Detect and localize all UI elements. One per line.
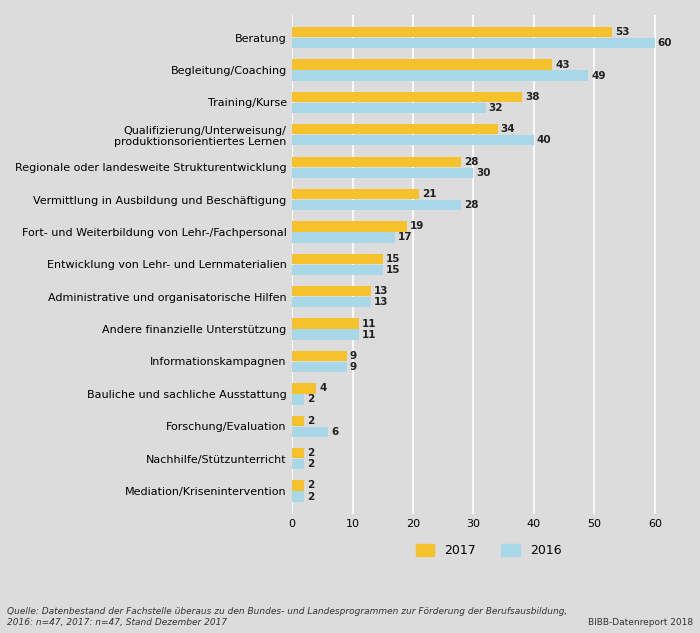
Bar [292,232,395,242]
Text: 28: 28 [464,157,479,166]
Text: 38: 38 [525,92,540,102]
Text: 15: 15 [386,265,400,275]
Text: 2: 2 [307,491,314,501]
Bar [292,480,304,491]
Bar [292,38,654,48]
Bar [292,222,407,232]
Text: BIBB-Datenreport 2018: BIBB-Datenreport 2018 [588,618,693,627]
Bar [292,329,358,340]
Text: 53: 53 [615,27,630,37]
Text: 17: 17 [398,232,412,242]
Text: 40: 40 [537,135,552,146]
Bar [292,415,304,426]
Bar [292,265,383,275]
Bar [292,394,304,404]
Text: 2: 2 [307,448,314,458]
Bar [292,124,498,134]
Text: 34: 34 [500,124,515,134]
Text: 49: 49 [592,70,606,80]
Text: 9: 9 [349,362,357,372]
Bar [292,491,304,502]
Text: 2: 2 [307,394,314,404]
Bar [292,60,552,70]
Bar [292,459,304,469]
Text: 19: 19 [410,222,424,232]
Legend: 2017, 2016: 2017, 2016 [411,539,566,562]
Bar [292,92,522,102]
Bar [292,286,371,296]
Text: 2: 2 [307,480,314,491]
Bar [292,168,473,178]
Bar [292,351,346,361]
Bar [292,135,534,146]
Bar [292,200,461,210]
Text: 2: 2 [307,416,314,426]
Bar [292,383,316,394]
Text: 21: 21 [422,189,437,199]
Bar [292,362,346,372]
Bar [292,27,612,37]
Text: 28: 28 [464,200,479,210]
Bar [292,254,383,264]
Text: 13: 13 [374,298,388,307]
Bar [292,103,486,113]
Bar [292,427,328,437]
Text: 13: 13 [374,286,388,296]
Text: Quelle: Datenbestand der Fachstelle überaus zu den Bundes- und Landesprogrammen : Quelle: Datenbestand der Fachstelle über… [7,607,568,627]
Text: 9: 9 [349,351,357,361]
Bar [292,189,419,199]
Bar [292,156,461,167]
Text: 6: 6 [332,427,339,437]
Text: 32: 32 [489,103,503,113]
Text: 30: 30 [477,168,491,178]
Text: 11: 11 [362,330,376,339]
Text: 2: 2 [307,459,314,469]
Text: 11: 11 [362,318,376,329]
Bar [292,448,304,458]
Bar [292,297,371,308]
Text: 4: 4 [319,384,327,393]
Text: 43: 43 [555,60,570,70]
Text: 60: 60 [658,38,672,48]
Text: 15: 15 [386,254,400,264]
Bar [292,70,588,81]
Bar [292,318,358,329]
